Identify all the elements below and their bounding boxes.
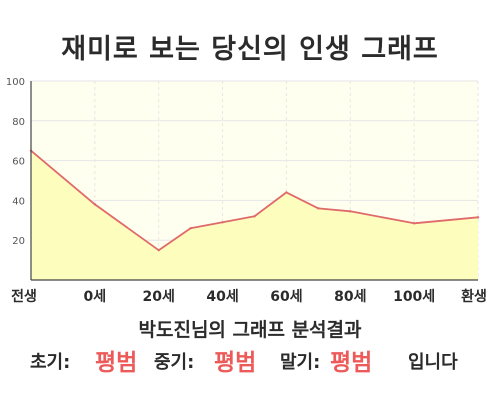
y-tick-label: 40: [12, 196, 25, 207]
mid-label: 중기:: [154, 352, 195, 373]
y-tick-label: 100: [6, 77, 25, 88]
mid-value: 평범: [214, 350, 257, 376]
x-tick-label: 100세: [393, 289, 435, 305]
early-label: 초기:: [30, 352, 71, 373]
data-point: [412, 222, 416, 225]
result-suffix: 입니다: [408, 352, 458, 373]
x-tick-label: 20세: [143, 289, 175, 305]
data-point: [476, 216, 480, 219]
x-tick-label: 40세: [206, 289, 238, 305]
chart-title: 재미로 보는 당신의 인생 그래프: [61, 34, 439, 65]
data-point: [93, 203, 97, 206]
data-point: [221, 221, 224, 224]
data-point: [189, 227, 192, 230]
early-value: 평범: [95, 350, 138, 376]
late-value: 평범: [330, 350, 373, 376]
data-point: [285, 191, 288, 194]
x-tick-label: 전생: [11, 288, 37, 305]
result-summary: 초기: 평범 중기: 평범 말기: 평범 입니다: [18, 346, 488, 380]
y-tick-label: 80: [12, 117, 25, 128]
x-tick-label: 80세: [334, 289, 366, 305]
area-fill: [31, 150, 478, 280]
data-point: [253, 215, 256, 218]
late-label: 말기:: [280, 352, 321, 373]
x-tick-label: 0세: [84, 289, 107, 305]
y-tick-label: 20: [12, 236, 25, 247]
data-point: [157, 248, 160, 252]
life-graph-chart: 20 40 60 80 100 전생 0세 20세 40세 60세 80세 100세 환생: [6, 77, 487, 305]
x-tick-label: 60세: [270, 289, 302, 305]
data-point: [317, 207, 320, 210]
y-tick-label: 60: [12, 157, 25, 168]
data-point: [349, 210, 352, 213]
x-tick-label: 환생: [461, 288, 487, 305]
result-heading: 박도진님의 그래프 분석결과: [138, 319, 362, 341]
